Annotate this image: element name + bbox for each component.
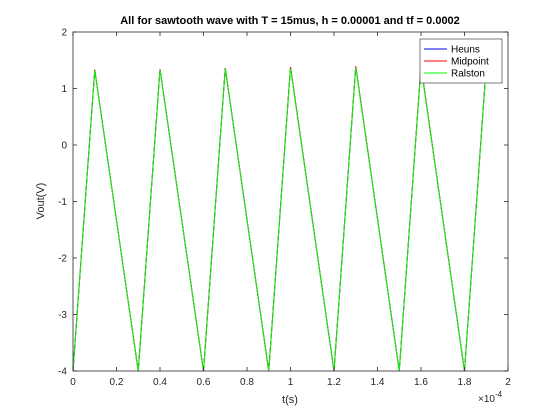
x-ticks: 0 0.2 0.4 0.6 0.8 1 1.2 1.4 1.6 1.8 2 — [70, 32, 511, 388]
y-ticks: -4 -3 -2 -1 0 1 2 — [58, 28, 508, 378]
x-tick-label: 1.4 — [371, 377, 385, 388]
x-tick-label: 0.6 — [197, 377, 211, 388]
y-tick-label: 1 — [61, 84, 67, 95]
x-tick-label: 1 — [288, 377, 294, 388]
x-tick-label: 0.2 — [110, 377, 124, 388]
x-exponent-base: ×10 — [478, 394, 495, 405]
x-exponent-power: -4 — [495, 390, 503, 399]
y-tick-label: -3 — [58, 310, 67, 321]
legend-label-heuns: Heuns — [451, 45, 480, 56]
legend-label-ralston: Ralston — [451, 69, 485, 80]
x-axis-label: t(s) — [282, 394, 298, 406]
y-tick-label: -4 — [58, 367, 67, 378]
y-tick-label: -2 — [58, 254, 67, 265]
series-layer — [72, 65, 487, 372]
x-tick-label: 2 — [505, 377, 511, 388]
y-tick-label: 0 — [61, 141, 67, 152]
y-tick-label: -1 — [58, 197, 67, 208]
x-tick-label: 0.4 — [153, 377, 167, 388]
chart-title: All for sawtooth wave with T = 15mus, h … — [120, 15, 460, 27]
y-tick-label: 2 — [61, 28, 67, 39]
legend-label-midpoint: Midpoint — [451, 57, 489, 68]
x-tick-label: 0.8 — [240, 377, 254, 388]
x-tick-label: 1.2 — [327, 377, 341, 388]
x-tick-label: 1.6 — [414, 377, 428, 388]
series-line-ralston — [72, 66, 487, 372]
y-axis-label: Vout(V) — [35, 183, 47, 220]
x-tick-label: 1.8 — [458, 377, 472, 388]
x-tick-label: 0 — [70, 377, 76, 388]
plot-area — [73, 32, 508, 371]
x-exponent-label: ×10-4 — [478, 390, 503, 405]
